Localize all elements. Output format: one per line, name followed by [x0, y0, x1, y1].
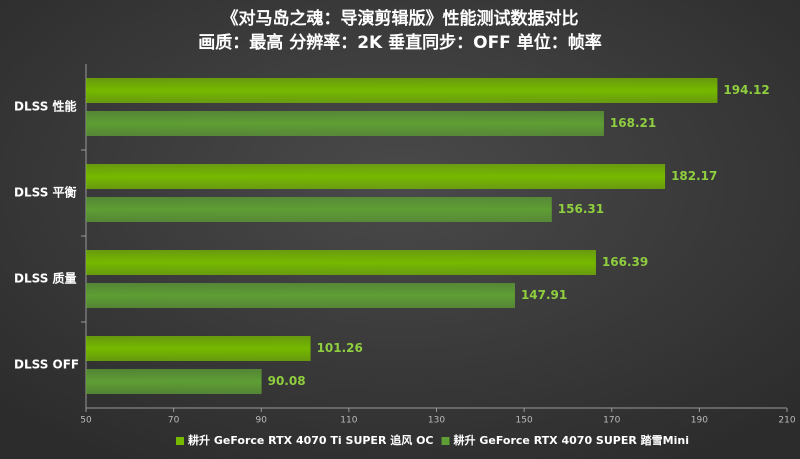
value-label: 101.26 — [317, 341, 363, 355]
y-tick-label: DLSS 平衡 — [14, 185, 77, 200]
bar — [86, 111, 604, 136]
x-tick-label: 110 — [340, 416, 357, 426]
x-tick-label: 170 — [603, 416, 620, 426]
legend-swatch — [176, 437, 185, 445]
legend-swatch — [441, 437, 450, 445]
bar — [86, 197, 552, 222]
x-tick-label: 130 — [428, 416, 445, 426]
y-tick-label: DLSS 质量 — [14, 271, 77, 286]
chart-subtitle: 画质：最高 分辨率：2K 垂直同步：OFF 单位：帧率 — [198, 32, 601, 53]
legend-label: 耕升 GeForce RTX 4070 Ti SUPER 追风 OC — [188, 433, 434, 447]
value-label: 156.31 — [558, 202, 604, 216]
x-tick-label: 90 — [256, 416, 268, 426]
x-tick-label: 70 — [168, 416, 180, 426]
x-tick-label: 150 — [516, 416, 533, 426]
x-tick-label: 190 — [691, 416, 708, 426]
bar — [86, 164, 666, 189]
y-tick-label: DLSS 性能 — [14, 99, 77, 114]
value-label: 90.08 — [268, 374, 306, 388]
bar — [86, 369, 262, 394]
x-tick-label: 210 — [778, 416, 795, 426]
value-label: 166.39 — [602, 255, 648, 269]
chart-title: 《对马岛之魂：导演剪辑版》性能测试数据对比 — [222, 8, 579, 29]
value-label: 194.12 — [723, 83, 769, 97]
value-label: 147.91 — [521, 288, 567, 302]
y-tick-label: DLSS OFF — [14, 358, 79, 372]
legend-label: 耕升 GeForce RTX 4070 SUPER 踏雪Mini — [454, 433, 689, 447]
x-tick-label: 50 — [80, 416, 92, 426]
bar — [86, 250, 596, 275]
value-label: 182.17 — [671, 169, 717, 183]
value-label: 168.21 — [610, 116, 656, 130]
bar — [86, 336, 311, 361]
bar — [86, 78, 718, 103]
bar — [86, 283, 515, 308]
